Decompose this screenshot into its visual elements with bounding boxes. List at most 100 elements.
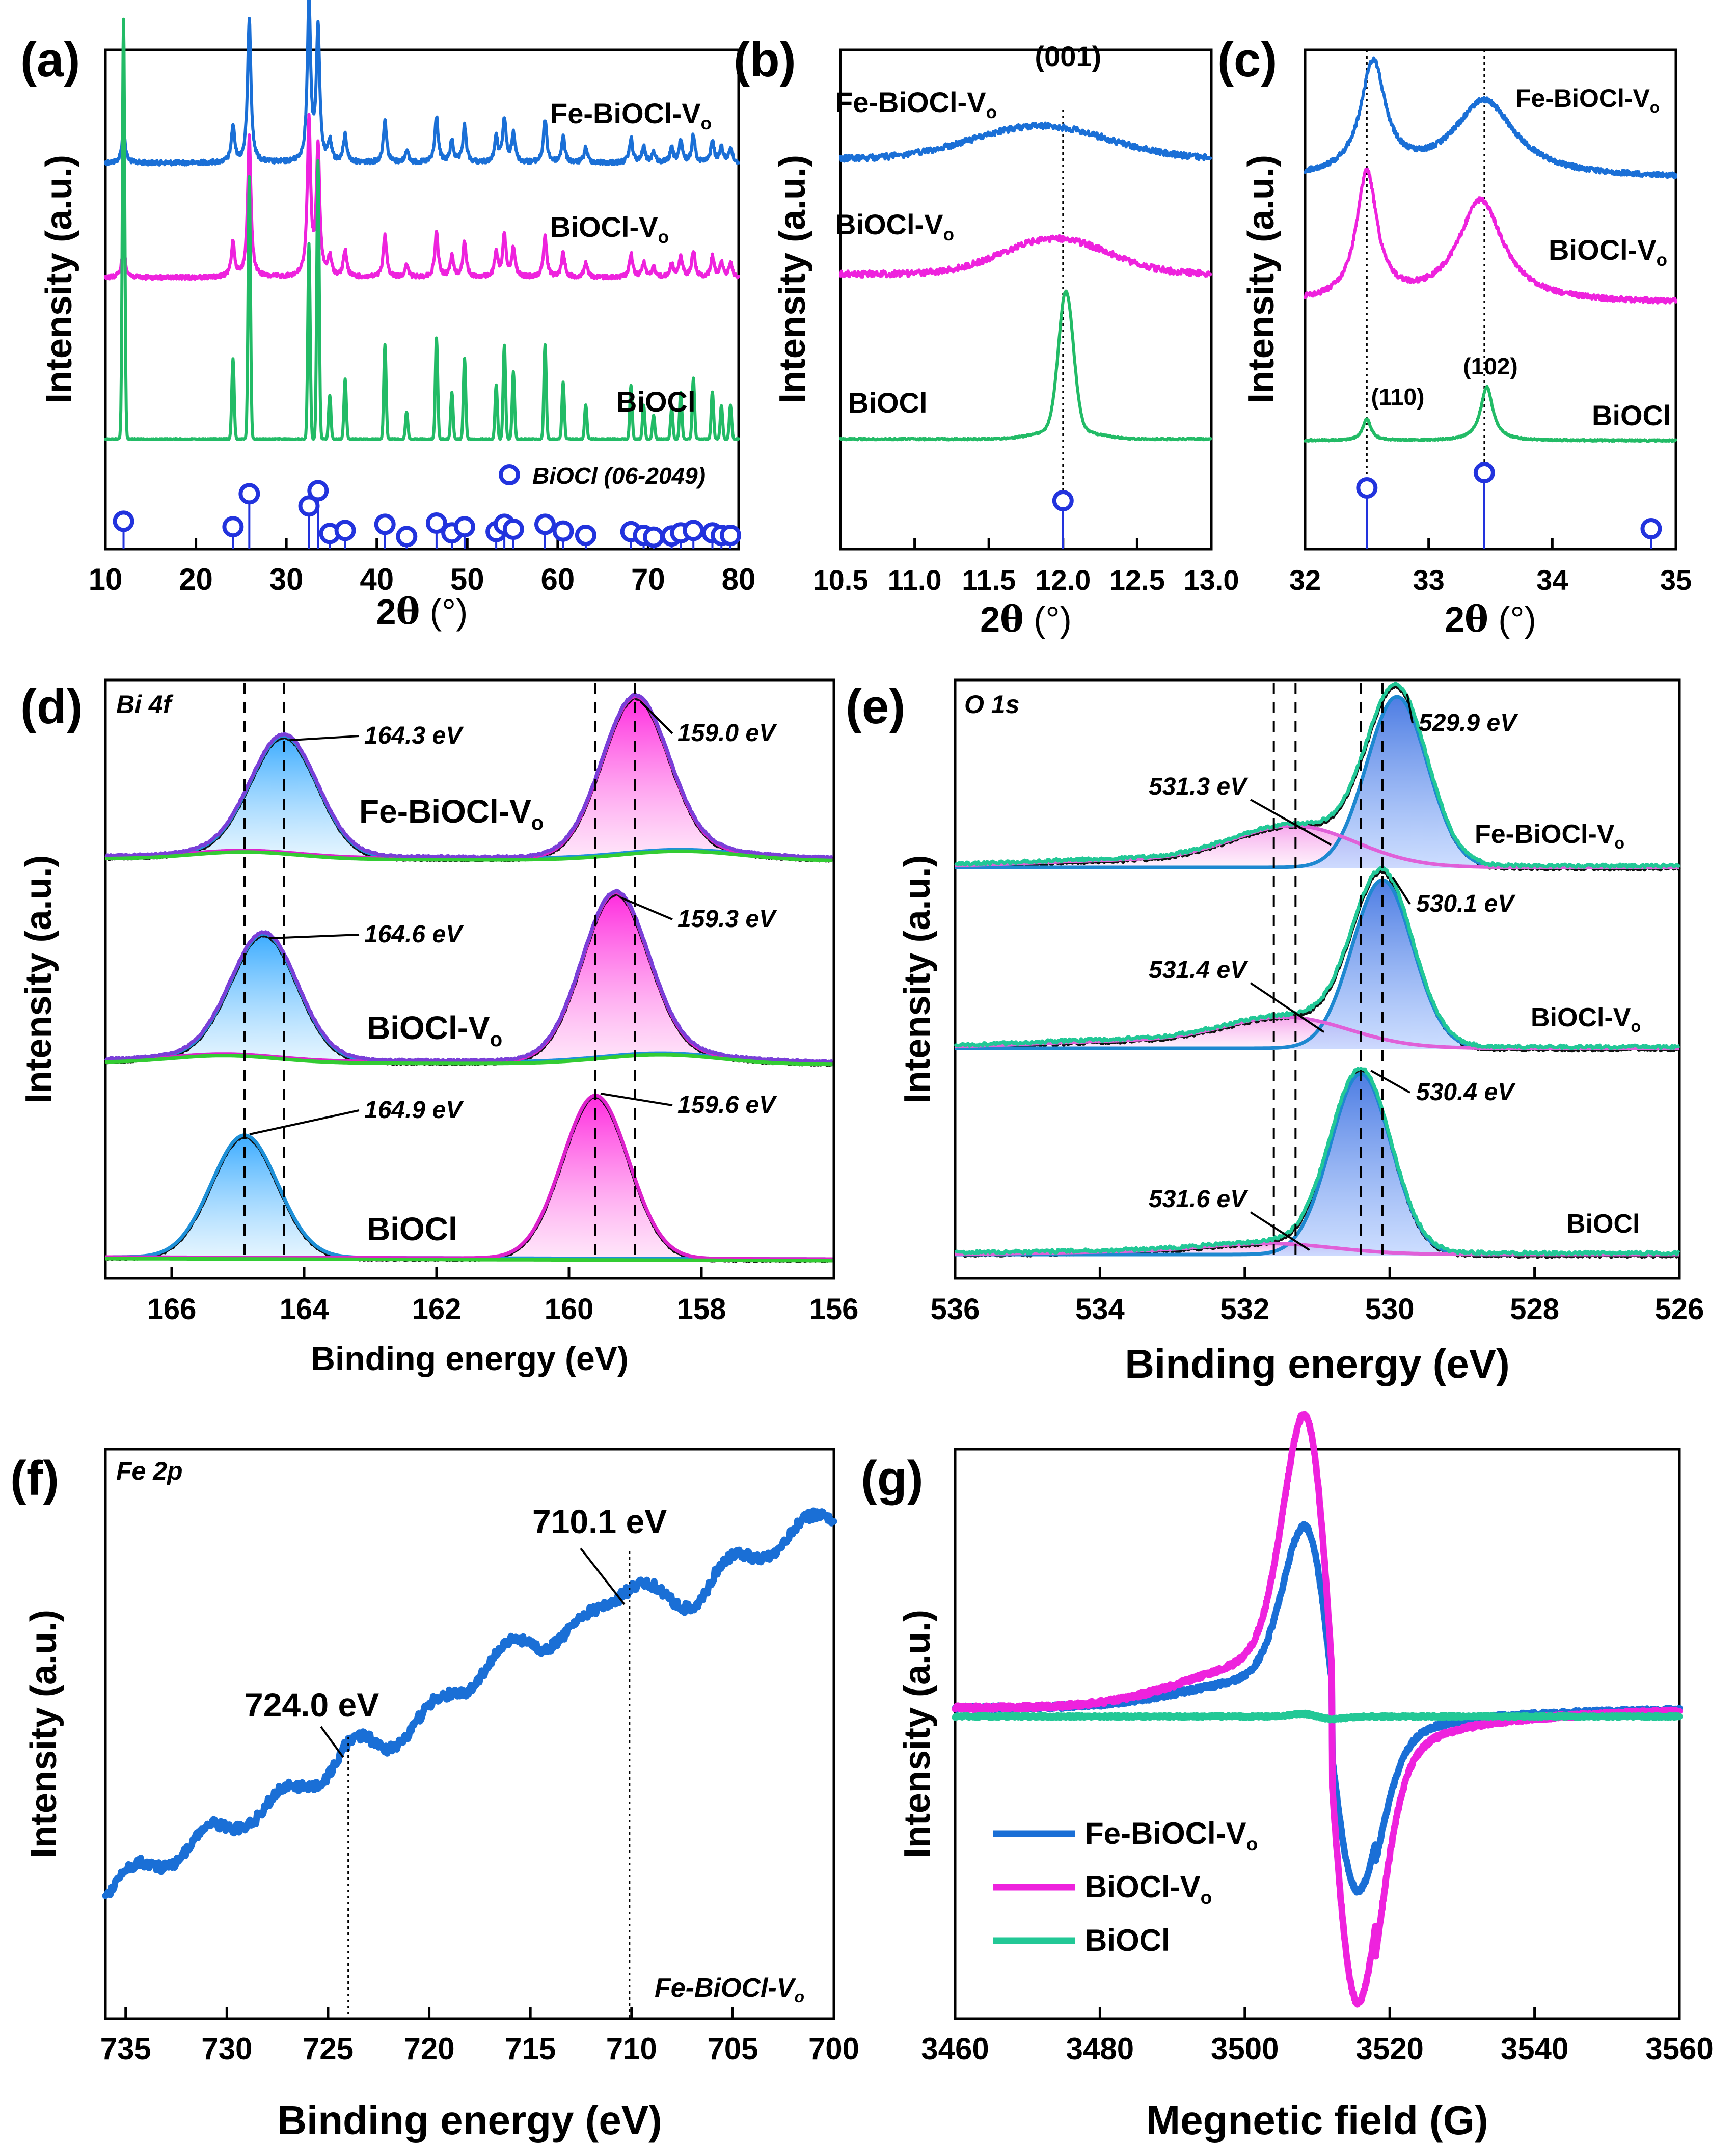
reference-circle <box>1640 518 1662 539</box>
legend-label: BiOCl-Vo <box>1085 1870 1212 1908</box>
reference-circle <box>1473 462 1495 483</box>
legend-marker <box>499 464 520 485</box>
x-axis-label: Megnetic field (G) <box>1146 2097 1488 2143</box>
peak-arrow <box>1406 693 1414 724</box>
series-f-fe-2p <box>102 1507 837 1899</box>
fit-area-bi4f-7-2 <box>105 698 833 861</box>
series-g-BiOCl <box>952 1709 1683 1724</box>
peak-label: 159.3 eV <box>677 906 777 933</box>
reference-circle <box>643 526 665 548</box>
fit-area-o1s-lattice <box>955 1075 1679 1256</box>
reference-circle <box>1052 490 1074 511</box>
x-tick-label: 162 <box>412 1293 462 1326</box>
series-label-biocl: BiOCl <box>367 1211 457 1247</box>
peak-arrow <box>600 1093 673 1106</box>
peak-arrow <box>320 1726 344 1758</box>
x-tick-label: 710 <box>606 2032 657 2066</box>
series-label-fe-biocl-vo: Fe-BiOCl-Vo <box>835 86 997 122</box>
x-tick-label: 3480 <box>1066 2032 1134 2066</box>
sample-label: Fe-BiOCl-Vo <box>655 1973 804 2006</box>
x-axis-label: Binding energy (eV) <box>311 1340 628 1377</box>
x-tick-label: 534 <box>1075 1293 1125 1326</box>
fit-area-bi4f-5-2 <box>105 737 833 861</box>
peak-label: 529.9 eV <box>1419 710 1518 737</box>
panel-label-d: (d) <box>20 679 83 734</box>
peak-arrow <box>639 700 673 734</box>
x-tick-label: 12.5 <box>1109 564 1165 596</box>
reference-label: BiOCl (06-2049) <box>532 462 706 489</box>
x-tick-label: 530 <box>1365 1293 1415 1326</box>
reference-circle <box>307 480 329 502</box>
reference-circle <box>453 516 475 538</box>
series-b-BiOCl-Vo <box>839 234 1212 279</box>
x-tick-label: 11.5 <box>962 564 1016 596</box>
x-tick-label: 3460 <box>921 2032 989 2066</box>
fit-envelope <box>954 866 1680 1050</box>
peak-arrow <box>620 896 673 920</box>
peak-label: 159.6 eV <box>677 1092 777 1119</box>
fit-envelope <box>104 888 833 1064</box>
x-tick-label: 33 <box>1413 564 1445 596</box>
series-c-BiOCl-Vo <box>1304 167 1677 305</box>
reference-circle <box>1356 477 1378 499</box>
panel-title-f: Fe 2p <box>116 1457 183 1485</box>
fit-area-bi4f-5-2 <box>105 1136 833 1261</box>
peak-label: 164.3 eV <box>364 722 464 749</box>
peak-label: 531.3 eV <box>1149 773 1249 800</box>
x-tick-label: 32 <box>1289 564 1321 596</box>
x-tick-label: 725 <box>303 2032 354 2066</box>
peak-label: 724.0 eV <box>245 1686 379 1724</box>
x-tick-label: 3520 <box>1355 2032 1423 2066</box>
y-axis-label: Intensity (a.u.) <box>897 855 938 1103</box>
x-tick-label: 40 <box>360 562 394 596</box>
x-tick-label: 34 <box>1536 564 1568 596</box>
reference-circle <box>374 513 396 535</box>
reference-circle <box>222 516 244 538</box>
legend-label: BiOCl <box>1085 1923 1170 1957</box>
x-tick-label: 532 <box>1220 1293 1269 1326</box>
series-label-biocl-vo: BiOCl-Vo <box>835 208 954 244</box>
plot-frame-b <box>839 48 1213 551</box>
reference-circle <box>238 483 260 505</box>
x-axis-label: Binding energy (eV) <box>1125 1341 1510 1386</box>
peak-arrow <box>1250 982 1325 1033</box>
series-a-Fe-BiOCl-Vo <box>104 0 740 167</box>
peak-arrow <box>1392 876 1411 905</box>
background-line <box>105 1053 833 1067</box>
panel-title-e: O 1s <box>964 690 1019 719</box>
peak-label: 159.0 eV <box>677 720 777 747</box>
plot-frame-e <box>954 678 1681 1280</box>
x-tick-label: 730 <box>201 2032 252 2066</box>
series-label-biocl: BiOCl <box>848 387 928 419</box>
fit-area-bi4f-7-2 <box>105 894 833 1065</box>
x-tick-label: 70 <box>631 562 665 596</box>
series-b-BiOCl <box>839 289 1212 442</box>
x-axis-label: 2θ (°) <box>980 598 1072 640</box>
x-tick-label: 720 <box>404 2032 455 2066</box>
peak-label: 531.6 eV <box>1149 1186 1249 1213</box>
series-c-Fe-BiOCl-Vo <box>1304 56 1677 179</box>
fit-envelope <box>954 682 1681 869</box>
series-label-biocl-vo: BiOCl-Vo <box>550 211 669 247</box>
series-label-biocl-vo: BiOCl-Vo <box>1531 1003 1641 1035</box>
x-tick-label: 158 <box>677 1293 726 1326</box>
series-a-BiOCl <box>104 17 740 441</box>
reference-circle <box>575 525 596 546</box>
peak-label: 164.9 eV <box>364 1097 464 1124</box>
series-a-BiOCl-Vo <box>104 113 740 281</box>
x-tick-label: 735 <box>100 2032 151 2066</box>
peak-arrow <box>580 1547 626 1605</box>
x-tick-label: 166 <box>147 1293 197 1326</box>
x-tick-label: 10.5 <box>813 564 869 596</box>
series-label-biocl-vo: BiOCl-Vo <box>367 1010 502 1051</box>
peak-arrow <box>1250 1211 1310 1251</box>
panel-label-b: (b) <box>734 33 796 87</box>
background-line <box>105 849 833 862</box>
series-label-fe-biocl-vo: Fe-BiOCl-Vo <box>359 793 544 834</box>
plot-frame-g <box>954 1448 1681 2020</box>
y-axis-label: Intensity (a.u.) <box>897 1610 938 1858</box>
series-label-fe-biocl-vo: Fe-BiOCl-Vo <box>550 97 712 133</box>
legend-label: Fe-BiOCl-Vo <box>1085 1816 1258 1855</box>
